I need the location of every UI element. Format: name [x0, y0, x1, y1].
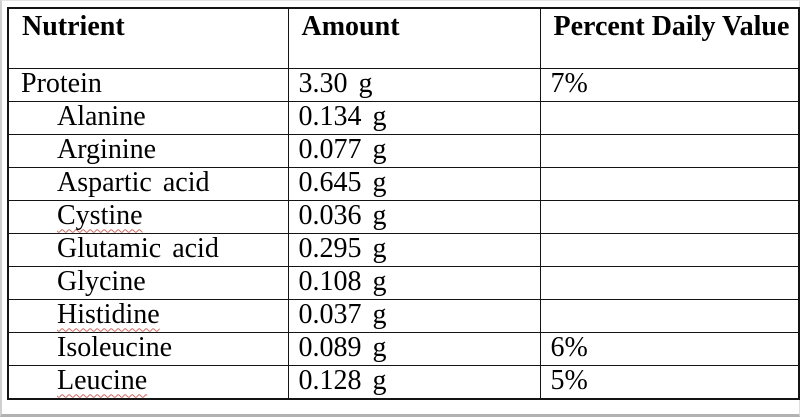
nutrient-table: Nutrient Amount Percent Daily Value Prot… — [7, 7, 800, 400]
nutrient-cell: Cystine — [7, 199, 289, 234]
percent-daily-value-cell — [539, 265, 800, 300]
percent-daily-value-cell — [539, 100, 800, 135]
table-row: Glutamic acid 0.295 g — [7, 232, 800, 267]
nutrient-cell: Histidine — [7, 298, 289, 333]
table-row: Aspartic acid 0.645 g — [7, 166, 800, 201]
percent-daily-value-cell — [539, 166, 800, 201]
amount-cell: 0.134 g — [287, 100, 541, 135]
nutrient-name: Arginine — [57, 134, 157, 165]
nutrient-name: Protein — [21, 68, 102, 99]
amount-cell: 0.036 g — [287, 199, 541, 234]
percent-daily-value-cell — [539, 298, 800, 333]
percent-daily-value-cell — [539, 199, 800, 234]
table-row: Alanine 0.134 g — [7, 100, 800, 135]
amount-cell: 0.089 g — [287, 331, 541, 366]
nutrient-name: Glutamic acid — [57, 233, 219, 264]
table-row: Arginine 0.077 g — [7, 133, 800, 168]
nutrient-name: Aspartic acid — [57, 167, 210, 198]
nutrient-cell: Glycine — [7, 265, 289, 300]
percent-daily-value-cell — [539, 133, 800, 168]
percent-daily-value-cell — [539, 232, 800, 267]
amount-cell: 0.295 g — [287, 232, 541, 267]
amount-cell: 0.128 g — [287, 364, 541, 399]
table-row: Histidine 0.037 g — [7, 298, 800, 333]
nutrient-cell: Alanine — [7, 100, 289, 135]
amount-cell: 0.077 g — [287, 133, 541, 168]
nutrient-name: Histidine — [57, 299, 160, 330]
table-row: Cystine 0.036 g — [7, 199, 800, 234]
amount-cell: 3.30 g — [287, 67, 541, 102]
amount-cell: 0.108 g — [287, 265, 541, 300]
amount-cell: 0.645 g — [287, 166, 541, 201]
nutrient-cell: Arginine — [7, 133, 289, 168]
table-row: Isoleucine 0.089 g 6% — [7, 331, 800, 366]
nutrient-cell: Isoleucine — [7, 331, 289, 366]
percent-daily-value-cell: 5% — [539, 364, 800, 399]
percent-daily-value-cell: 7% — [539, 67, 800, 102]
percent-daily-value-cell: 6% — [539, 331, 800, 366]
column-header-amount: Amount — [287, 7, 541, 69]
table-row: Leucine 0.128 g 5% — [7, 364, 800, 399]
table-body: Protein 3.30 g 7% Alanine 0.134 g Argini… — [7, 67, 800, 399]
nutrient-name: Glycine — [57, 266, 146, 297]
nutrient-cell: Leucine — [7, 364, 289, 399]
header-row: Nutrient Amount Percent Daily Value — [7, 7, 800, 69]
column-header-percent-daily-value: Percent Daily Value — [539, 7, 800, 69]
nutrient-name: Isoleucine — [57, 332, 173, 363]
nutrient-cell: Aspartic acid — [7, 166, 289, 201]
nutrient-cell: Glutamic acid — [7, 232, 289, 267]
column-header-nutrient: Nutrient — [7, 7, 289, 69]
nutrient-name: Cystine — [57, 200, 143, 231]
nutrient-name: Alanine — [57, 101, 146, 132]
nutrient-cell: Protein — [7, 67, 289, 102]
table-row: Glycine 0.108 g — [7, 265, 800, 300]
table-row: Protein 3.30 g 7% — [7, 67, 800, 102]
amount-cell: 0.037 g — [287, 298, 541, 333]
nutrient-name: Leucine — [57, 365, 148, 396]
